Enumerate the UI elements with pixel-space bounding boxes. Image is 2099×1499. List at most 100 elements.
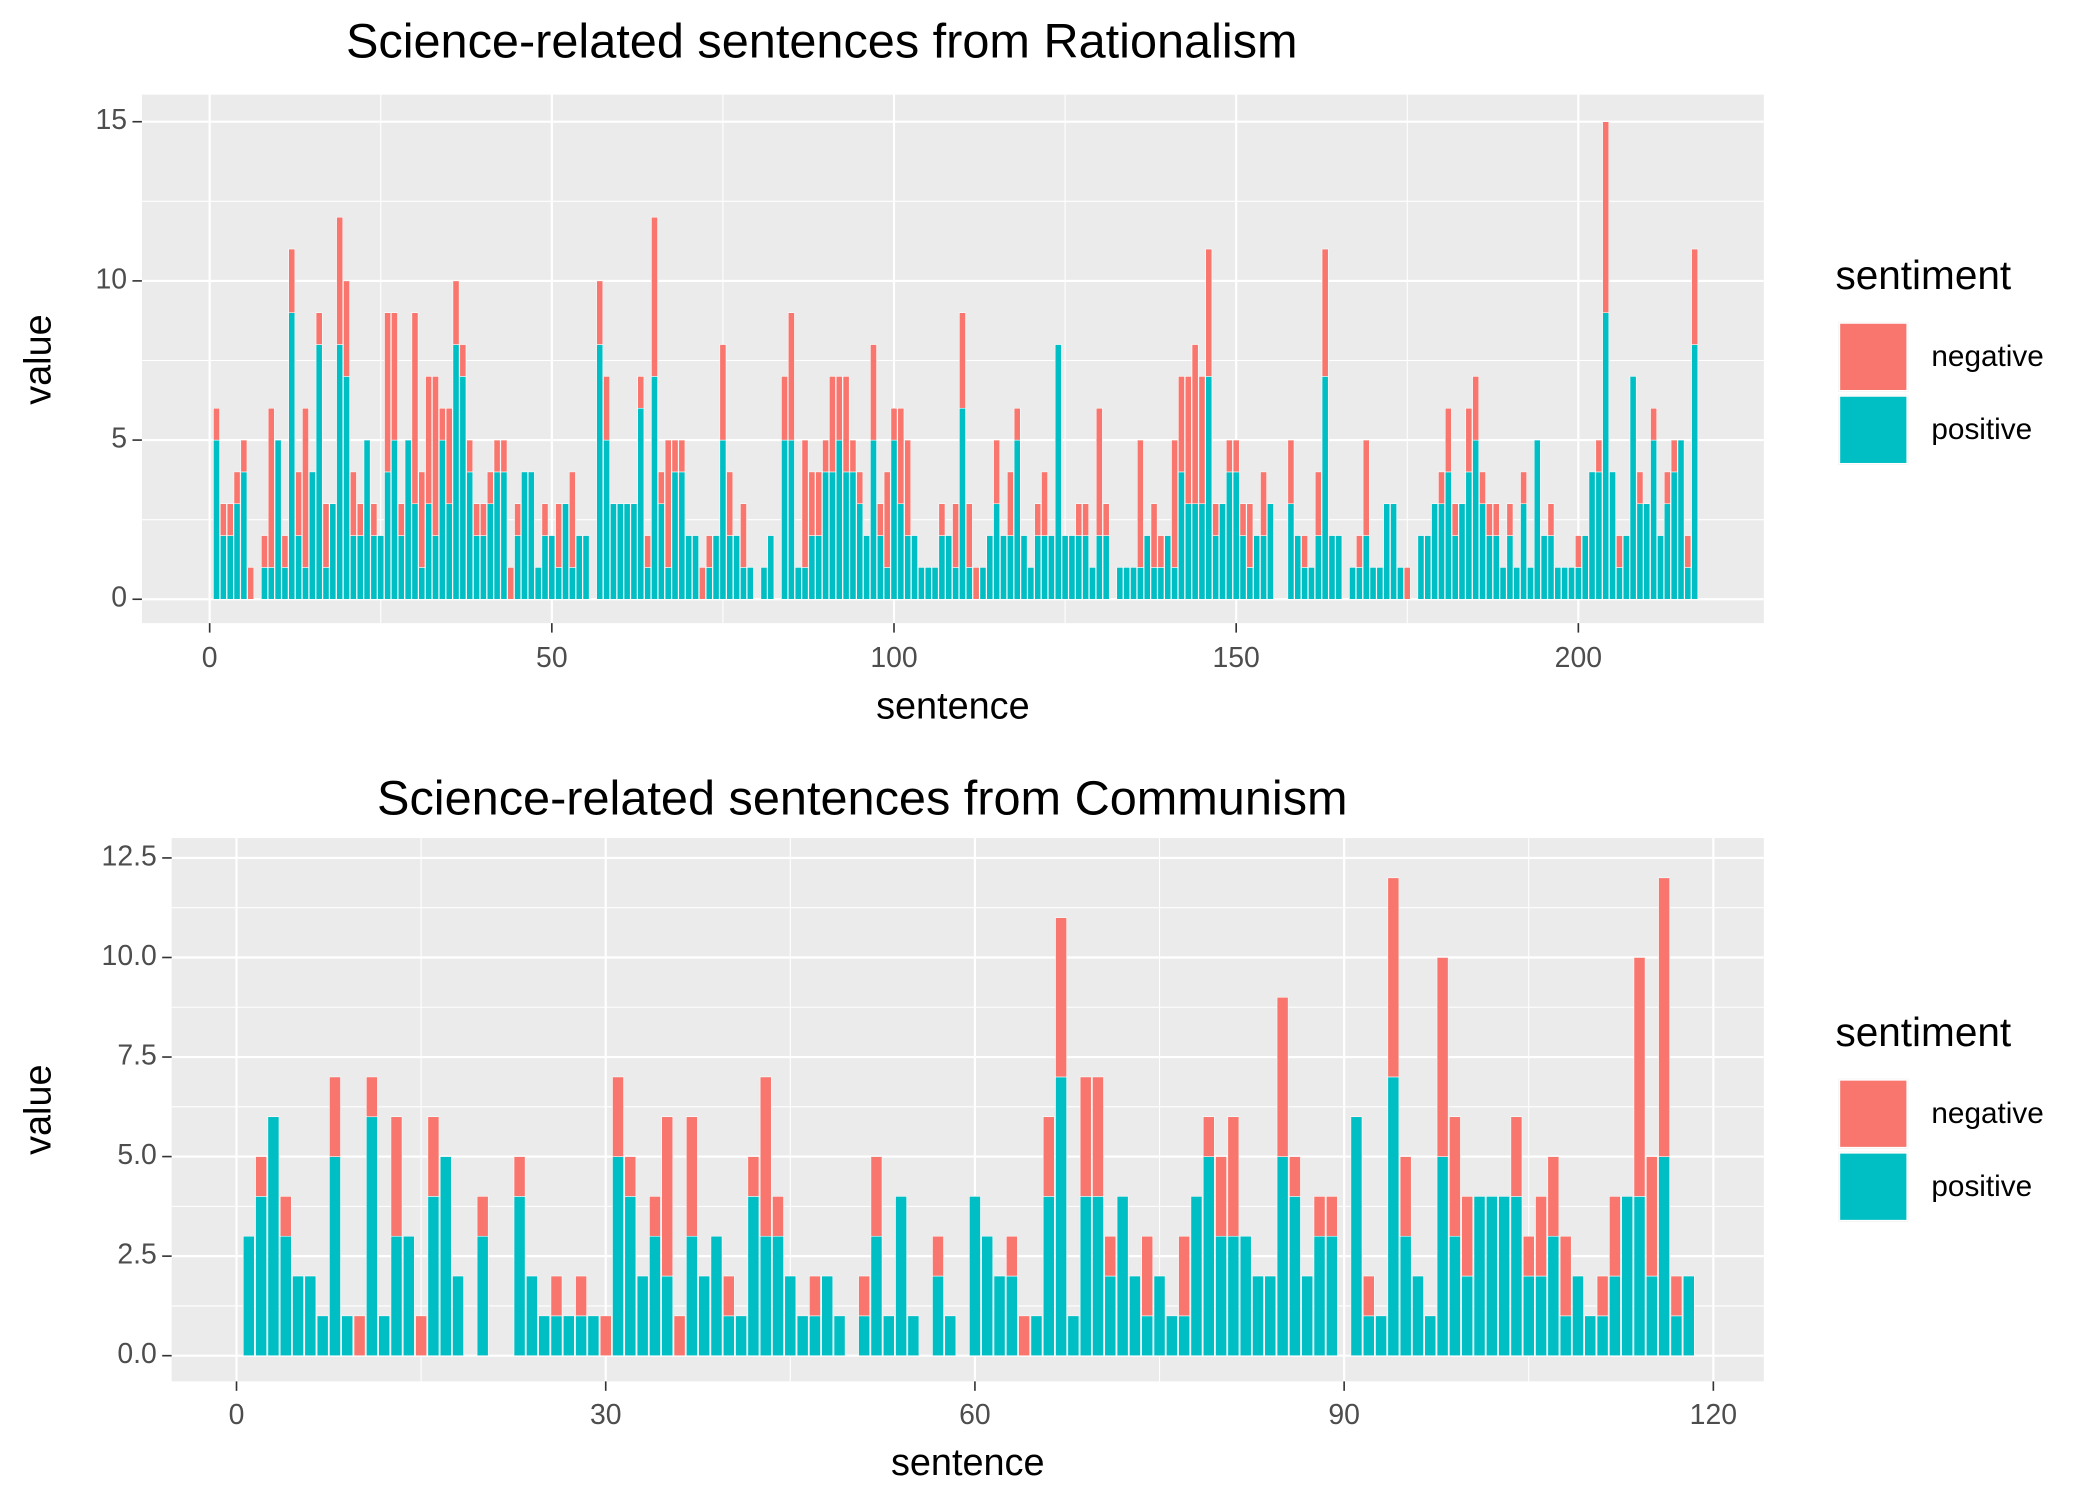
bar-segment — [883, 567, 891, 600]
bar-segment — [353, 1315, 366, 1356]
bar-segment — [796, 1315, 809, 1356]
bar-segment — [279, 1235, 292, 1356]
bar-segment — [1554, 567, 1562, 600]
bar-segment — [1424, 535, 1432, 600]
bar-segment — [582, 535, 590, 600]
bar-segment — [636, 1275, 649, 1356]
bar-segment — [1535, 1275, 1547, 1356]
bar-segment — [1000, 535, 1007, 600]
bar-segment — [842, 471, 850, 600]
bar-segment — [1486, 503, 1493, 536]
bar-segment — [350, 535, 357, 600]
bar-segment — [1294, 535, 1302, 600]
bar-segment — [822, 471, 829, 600]
bar-segment — [890, 439, 898, 600]
bar-segment — [1205, 248, 1213, 377]
bar-segment — [1658, 1156, 1670, 1356]
bar-segment — [1629, 376, 1637, 600]
bar-segment — [343, 376, 350, 600]
bar-segment — [438, 439, 446, 600]
bar-segment — [213, 439, 220, 600]
bar-segment — [673, 1315, 686, 1356]
bar-segment — [397, 503, 405, 536]
legend-title: sentiment — [1835, 1009, 2011, 1055]
bar-segment — [1492, 503, 1500, 536]
bar-segment — [1513, 567, 1521, 600]
bar-segment — [788, 439, 795, 600]
bar-segment — [466, 471, 474, 600]
bar-segment — [555, 567, 563, 600]
bar-segment — [932, 1275, 944, 1356]
bar-segment — [1212, 503, 1219, 536]
bar-segment — [569, 471, 576, 568]
x-tick-label: 50 — [536, 642, 568, 674]
bar-segment — [784, 1275, 797, 1356]
bar-segment — [624, 1196, 637, 1356]
bar-segment — [1643, 503, 1651, 600]
bar-segment — [624, 1156, 637, 1197]
legend-label: positive — [1931, 1170, 2032, 1203]
bar-segment — [596, 280, 604, 345]
bar-segment — [1034, 535, 1042, 600]
bar-segment — [329, 1076, 341, 1157]
bar-segment — [240, 439, 248, 473]
bar-segment — [1055, 917, 1067, 1078]
bar-segment — [1349, 567, 1356, 600]
bar-segment — [500, 439, 508, 473]
bar-segment — [1595, 471, 1603, 600]
bar-segment — [267, 567, 275, 600]
x-tick-label: 60 — [959, 1399, 991, 1431]
bar-segment — [1328, 535, 1336, 600]
legend-label: negative — [1931, 340, 2043, 373]
bar-segment — [1636, 503, 1644, 600]
bar-segment — [1596, 1315, 1609, 1356]
bar-segment — [1492, 535, 1500, 600]
chart-title: Science-related sentences from Rationali… — [346, 14, 1298, 68]
bar-segment — [1141, 1235, 1154, 1317]
x-axis-title: sentence — [891, 1442, 1045, 1484]
bar-segment — [1559, 1315, 1572, 1356]
bar-segment — [719, 344, 727, 441]
bar-segment — [1227, 1116, 1240, 1237]
bar-segment — [1522, 1275, 1535, 1356]
bar-segment — [1137, 567, 1144, 600]
bar-segment — [1670, 439, 1678, 473]
bar-segment — [322, 567, 330, 600]
bar-segment — [1486, 535, 1493, 600]
bar-segment — [1596, 1275, 1609, 1317]
bar-segment — [415, 1315, 427, 1356]
bar-segment — [322, 503, 330, 568]
bar-segment — [1006, 1235, 1018, 1277]
bar-segment — [649, 1235, 661, 1356]
bar-segment — [476, 1235, 489, 1356]
legend-key — [1838, 1079, 1908, 1149]
bar-segment — [304, 1275, 317, 1356]
bar-segment — [350, 471, 357, 536]
chart-title: Science-related sentences from Communism — [377, 771, 1347, 825]
bar-segment — [274, 439, 282, 600]
bar-segment — [1633, 1196, 1646, 1356]
bar-segment — [710, 1235, 723, 1356]
bar-segment — [1287, 503, 1295, 600]
bar-segment — [233, 503, 241, 600]
bar-segment — [281, 535, 289, 568]
bar-segment — [1006, 471, 1014, 536]
x-axis-title: sentence — [876, 685, 1030, 727]
bar-segment — [1362, 439, 1370, 536]
bar-segment — [1356, 535, 1363, 568]
bar-segment — [329, 503, 337, 600]
bar-segment — [1184, 503, 1192, 600]
bar-segment — [1616, 535, 1623, 568]
bar-segment — [295, 535, 302, 600]
bar-segment — [664, 439, 672, 568]
bar-segment — [781, 439, 788, 600]
bar-segment — [1092, 1196, 1104, 1356]
bar-segment — [870, 344, 877, 441]
bar-segment — [895, 1196, 907, 1356]
bar-segment — [292, 1275, 304, 1356]
bar-segment — [1042, 1116, 1055, 1197]
bar-segment — [686, 1235, 698, 1356]
bar-segment — [1137, 439, 1144, 568]
bar-segment — [657, 471, 665, 505]
bar-segment — [959, 312, 966, 409]
